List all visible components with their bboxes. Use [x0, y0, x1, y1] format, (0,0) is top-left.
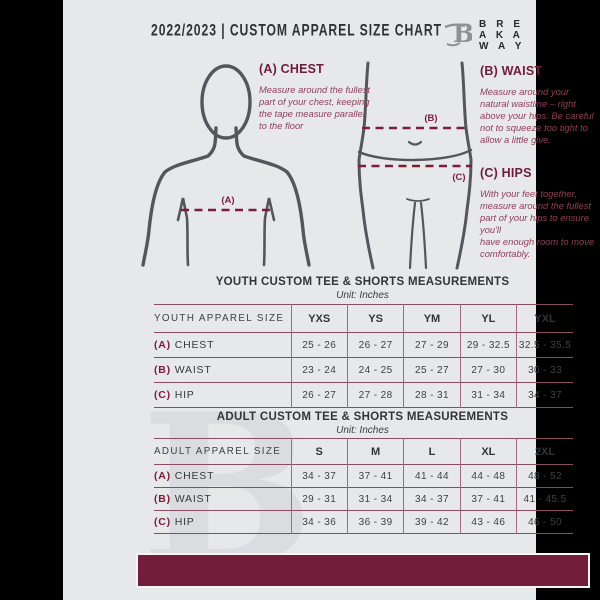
row-name: WAIST [174, 493, 212, 505]
size-cell: 26 - 27 [346, 332, 404, 358]
youth-col-ys: YS [346, 304, 404, 333]
size-cell: 34 - 37 [290, 464, 348, 488]
youth-chest-row: (A) CHEST 25 - 26 26 - 27 27 - 29 29 - 3… [154, 332, 573, 358]
row-tag: (B) [154, 493, 171, 505]
document-canvas: B 2022/2023 | CUSTOM APPAREL SIZE CHART … [63, 0, 594, 600]
row-tag: (B) [154, 364, 171, 376]
hips-guide-heading: (C) HIPS [480, 166, 532, 180]
youth-size-table: YOUTH APPAREL SIZE YXS YS YM YL YXL (A) … [154, 304, 573, 408]
footer-accent-bar [136, 553, 590, 588]
chest-guide: (A) CHEST Measure around the fullest par… [259, 62, 373, 132]
youth-col-ym: YM [403, 304, 461, 333]
size-cell: 23 - 24 [290, 357, 348, 383]
lower-body-figure: (B) (C) [353, 58, 477, 275]
torso-figure: (A) [141, 58, 311, 275]
youth-hip-row: (C) HIP 26 - 27 27 - 28 28 - 31 31 - 34 … [154, 382, 573, 408]
adult-col-2xl: 2XL [516, 438, 573, 465]
size-cell: 41 - 45.5 [516, 487, 573, 511]
youth-size-label: YOUTH APPAREL SIZE [154, 313, 285, 324]
chest-guide-description: Measure around the fullest part of your … [259, 84, 371, 132]
size-cell: 37 - 41 [459, 487, 517, 511]
waist-guide: (B) WAIST Measure around your natural wa… [480, 64, 594, 146]
youth-table-header-row: YOUTH APPAREL SIZE YXS YS YM YL YXL [154, 304, 573, 333]
svg-text:B: B [453, 19, 472, 48]
row-tag: (C) [154, 516, 171, 528]
adult-size-table: ADULT APPAREL SIZE S M L XL 2XL (A) CHES… [154, 438, 573, 534]
size-cell: 30 - 33 [516, 357, 573, 383]
hips-line-label: (C) [452, 172, 465, 183]
row-label: (C) HIP [154, 383, 291, 408]
size-cell: 46 - 50 [516, 510, 573, 534]
adult-chest-row: (A) CHEST 34 - 37 37 - 41 41 - 44 44 - 4… [154, 464, 573, 488]
row-label: (B) WAIST [154, 358, 291, 383]
row-label: (A) CHEST [154, 333, 291, 358]
adult-size-label: ADULT APPAREL SIZE [154, 446, 282, 457]
size-cell: 34 - 37 [516, 382, 573, 408]
chest-line-label: (A) [221, 195, 234, 206]
size-cell: 37 - 41 [346, 464, 404, 488]
row-label: (B) WAIST [154, 488, 291, 511]
size-cell: 28 - 31 [403, 382, 461, 408]
breakaway-logo-icon: B [444, 18, 474, 53]
adult-col-m: M [346, 438, 404, 465]
row-name: HIP [174, 389, 195, 401]
adult-col-l: L [403, 438, 461, 465]
size-cell: 48 - 52 [516, 464, 573, 488]
youth-table-title: YOUTH CUSTOM TEE & SHORTS MEASUREMENTS [215, 276, 510, 288]
size-cell: 31 - 34 [346, 487, 404, 511]
adult-col-s: S [290, 438, 348, 465]
size-cell: 27 - 29 [403, 332, 461, 358]
size-cell: 32.5 - 35.5 [516, 332, 573, 358]
hips-guide-description: With your feet together, measure around … [480, 188, 595, 260]
adult-table-header-row: ADULT APPAREL SIZE S M L XL 2XL [154, 438, 573, 465]
size-cell: 34 - 37 [403, 487, 461, 511]
size-cell: 39 - 42 [403, 510, 461, 534]
size-cell: 26 - 27 [290, 382, 348, 408]
brand-name: B R E A K A W A Y [479, 19, 525, 52]
size-cell: 27 - 28 [346, 382, 404, 408]
adult-col-xl: XL [459, 438, 517, 465]
row-name: CHEST [174, 339, 215, 351]
size-cell: 25 - 26 [290, 332, 348, 358]
size-cell: 43 - 46 [459, 510, 517, 534]
row-tag: (A) [154, 339, 171, 351]
row-name: CHEST [174, 470, 215, 482]
row-tag: (C) [154, 389, 171, 401]
size-cell: 36 - 39 [346, 510, 404, 534]
youth-col-yl: YL [459, 304, 517, 333]
brand-lockup: B B R E A K A W A Y [444, 18, 536, 53]
youth-table-unit: Unit: Inches [336, 290, 389, 301]
size-cell: 41 - 44 [403, 464, 461, 488]
youth-col-yxl: YXL [516, 304, 573, 333]
row-name: HIP [174, 516, 195, 528]
row-tag: (A) [154, 470, 171, 482]
youth-waist-row: (B) WAIST 23 - 24 24 - 25 25 - 27 27 - 3… [154, 357, 573, 383]
row-name: WAIST [174, 364, 212, 376]
size-cell: 31 - 34 [459, 382, 517, 408]
adult-table-unit: Unit: Inches [336, 425, 389, 436]
adult-table-title: ADULT CUSTOM TEE & SHORTS MEASUREMENTS [216, 411, 509, 423]
size-cell: 27 - 30 [459, 357, 517, 383]
adult-waist-row: (B) WAIST 29 - 31 31 - 34 34 - 37 37 - 4… [154, 487, 573, 511]
waist-guide-heading: (B) WAIST [480, 64, 543, 78]
size-cell: 25 - 27 [403, 357, 461, 383]
page-title: 2022/2023 | CUSTOM APPAREL SIZE CHART [151, 22, 442, 40]
size-cell: 24 - 25 [346, 357, 404, 383]
size-cell: 29 - 31 [290, 487, 348, 511]
row-label: (C) HIP [154, 511, 291, 534]
hips-guide: (C) HIPS With your feet together, measur… [480, 166, 596, 260]
adult-hip-row: (C) HIP 34 - 36 36 - 39 39 - 42 43 - 46 … [154, 510, 573, 534]
size-cell: 34 - 36 [290, 510, 348, 534]
size-cell: 29 - 32.5 [459, 332, 517, 358]
chest-guide-heading: (A) CHEST [259, 62, 324, 76]
row-label: (A) CHEST [154, 465, 291, 488]
size-cell: 44 - 48 [459, 464, 517, 488]
youth-col-yxs: YXS [290, 304, 348, 333]
waist-line-label: (B) [424, 113, 437, 124]
waist-guide-description: Measure around your natural waistline – … [480, 86, 594, 146]
